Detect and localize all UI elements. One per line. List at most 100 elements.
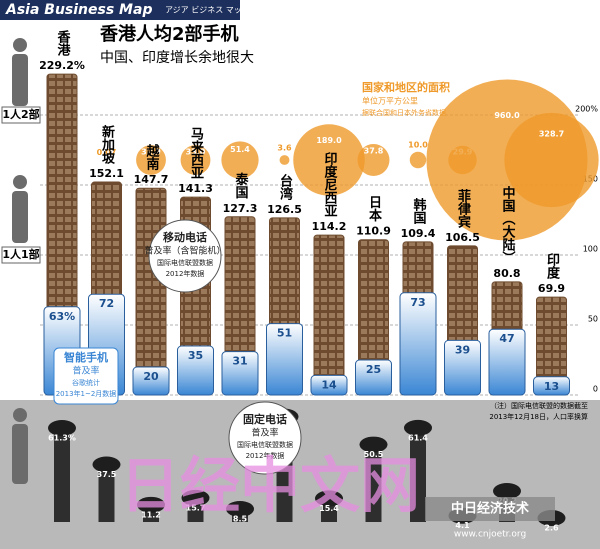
legend-badge: [228, 401, 302, 475]
area-bubble: [221, 141, 259, 179]
country-name: 越南: [144, 144, 161, 172]
y-tick-label: 100: [583, 245, 598, 254]
phone-head: [226, 500, 254, 517]
area-label: 3.6: [277, 144, 292, 153]
area-label: 51.4: [230, 145, 250, 154]
mobile-label: 141.3: [178, 182, 213, 195]
chart-title: 香港人均2部手机: [99, 23, 239, 45]
brand: Asia Business Map: [5, 2, 152, 18]
country-name: 香港: [55, 30, 72, 58]
smartphone-bar: [310, 374, 348, 396]
mobile-label: 80.8: [493, 267, 520, 280]
mobile-label: 110.9: [356, 225, 391, 238]
landline-label: 37.5: [97, 470, 117, 479]
phone-head: [48, 420, 76, 437]
annotation-box: [1, 106, 41, 124]
area-bubble: [293, 124, 365, 196]
smartphone-label: 47: [499, 332, 514, 345]
country-name: 中国（大陆）: [500, 185, 517, 264]
legend-name: 国家和地区的面积: [362, 80, 450, 94]
area-label: 189.0: [316, 136, 342, 145]
area-bubble: [180, 145, 211, 175]
mobile-label: 147.7: [134, 173, 169, 186]
phone-head: [493, 483, 521, 500]
smartphone-bar: [221, 351, 259, 396]
smartphone-bar: [355, 359, 392, 396]
brand-jp: アジア ビジネス マップ: [165, 6, 250, 15]
country-name: 台湾: [277, 173, 293, 201]
phone-head: [404, 419, 432, 436]
smartphone-label: 25: [366, 363, 381, 376]
smartphone-label: 31: [232, 355, 247, 368]
country-name: 泰国: [233, 172, 250, 200]
area-label: 37.8: [364, 147, 384, 156]
watermark-url: www.cnjoetr.org: [454, 530, 526, 540]
legend-badge: [148, 219, 222, 293]
legend-subname: 单位万平方公里: [362, 96, 418, 106]
mobile-bar: [313, 234, 345, 396]
smartphone-label: 63%: [49, 310, 75, 323]
landline-label: 11.2: [141, 510, 161, 519]
smartphone-bar: [132, 366, 170, 396]
legend-subname: 普及率: [251, 427, 278, 439]
legend-source: 国际电信联盟数据: [157, 258, 213, 267]
annotation-box: [1, 246, 41, 264]
landline-bar: [54, 428, 70, 522]
person-icons: [12, 38, 28, 484]
chart-subtitle: 中国、印度增长余地很大: [100, 49, 254, 66]
landline-label: 61.3%: [48, 434, 76, 443]
note: （注）国际电信联盟的数据截至: [490, 401, 588, 410]
area-label: 33.0: [186, 147, 206, 156]
y-tick-label: 0: [593, 385, 598, 394]
country-name: 菲律宾: [455, 188, 471, 229]
phone-head: [181, 489, 210, 506]
legend-name: 固定电话: [243, 412, 287, 426]
mobile-label: 229.2%: [39, 59, 85, 72]
plot: 200%1501005001人2部1人1部0.110.0732.933.051.…: [1, 30, 599, 533]
landline-bar: [98, 464, 115, 522]
note: 2013年12月18日，人口率换算: [489, 412, 588, 421]
smartphone-bar: [444, 339, 481, 396]
legend-period: 2012年数据: [166, 269, 205, 278]
legend-source: 据联合国和日本外务省数据: [362, 108, 446, 117]
smartphone-label: 72: [99, 297, 114, 310]
area-bubble: [504, 112, 599, 208]
country-name: 印度尼西亚: [322, 152, 338, 217]
smartphone-label: 14: [321, 378, 337, 391]
legend-period: 2013年1~2月数据: [56, 389, 117, 398]
landline-label: 8.5: [233, 514, 248, 523]
smartphone-bar: [266, 323, 303, 396]
landline-label: 61.4: [408, 433, 428, 442]
country-name: 日本: [366, 196, 382, 223]
landline-bar: [410, 427, 426, 522]
phone-head: [92, 456, 121, 473]
landline-label: 15.7: [186, 503, 206, 512]
mobile-label: 127.3: [223, 202, 258, 215]
legend-name: 移动电话: [163, 230, 207, 244]
area-label: 10.0: [408, 140, 428, 149]
area-bubble: [105, 159, 108, 161]
mobile-label: 126.5: [267, 203, 302, 216]
smartphone-label: 39: [455, 343, 470, 356]
legend-name: 智能手机: [64, 350, 108, 364]
phone-head: [137, 496, 165, 513]
area-label: 0.07: [97, 148, 117, 157]
country-name: 韩国: [411, 197, 427, 225]
smartphone-label: 20: [143, 370, 159, 383]
watermark-box: [425, 497, 555, 521]
country-name: 新加坡: [99, 124, 116, 165]
phone-head: [315, 490, 343, 507]
smartphone-bar: [177, 345, 214, 396]
phone-head: [359, 436, 388, 453]
watermark: 日经中文网: [120, 452, 420, 522]
mobile-label: 109.4: [401, 227, 436, 240]
landline-label: 15.4: [319, 504, 339, 513]
mobile-label: 152.1: [89, 167, 124, 180]
y-tick-label: 200%: [575, 105, 598, 114]
smartphone-label: 13: [544, 380, 559, 393]
area-bubble: [357, 144, 390, 176]
legend-source: 国际电信联盟数据: [237, 440, 293, 449]
mobile-label: 106.5: [445, 231, 480, 244]
area-label: 960.0: [494, 111, 520, 120]
smartphone-bar: [533, 376, 570, 396]
